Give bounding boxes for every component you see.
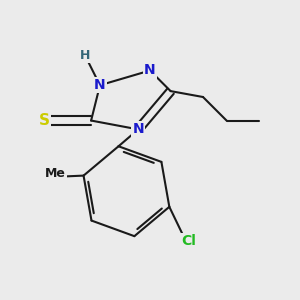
Text: Me: Me [45, 167, 66, 180]
Text: N: N [144, 64, 156, 77]
Text: N: N [132, 122, 144, 136]
Text: S: S [38, 113, 50, 128]
Text: H: H [80, 49, 90, 62]
Text: N: N [94, 78, 106, 92]
Text: Cl: Cl [181, 234, 196, 248]
